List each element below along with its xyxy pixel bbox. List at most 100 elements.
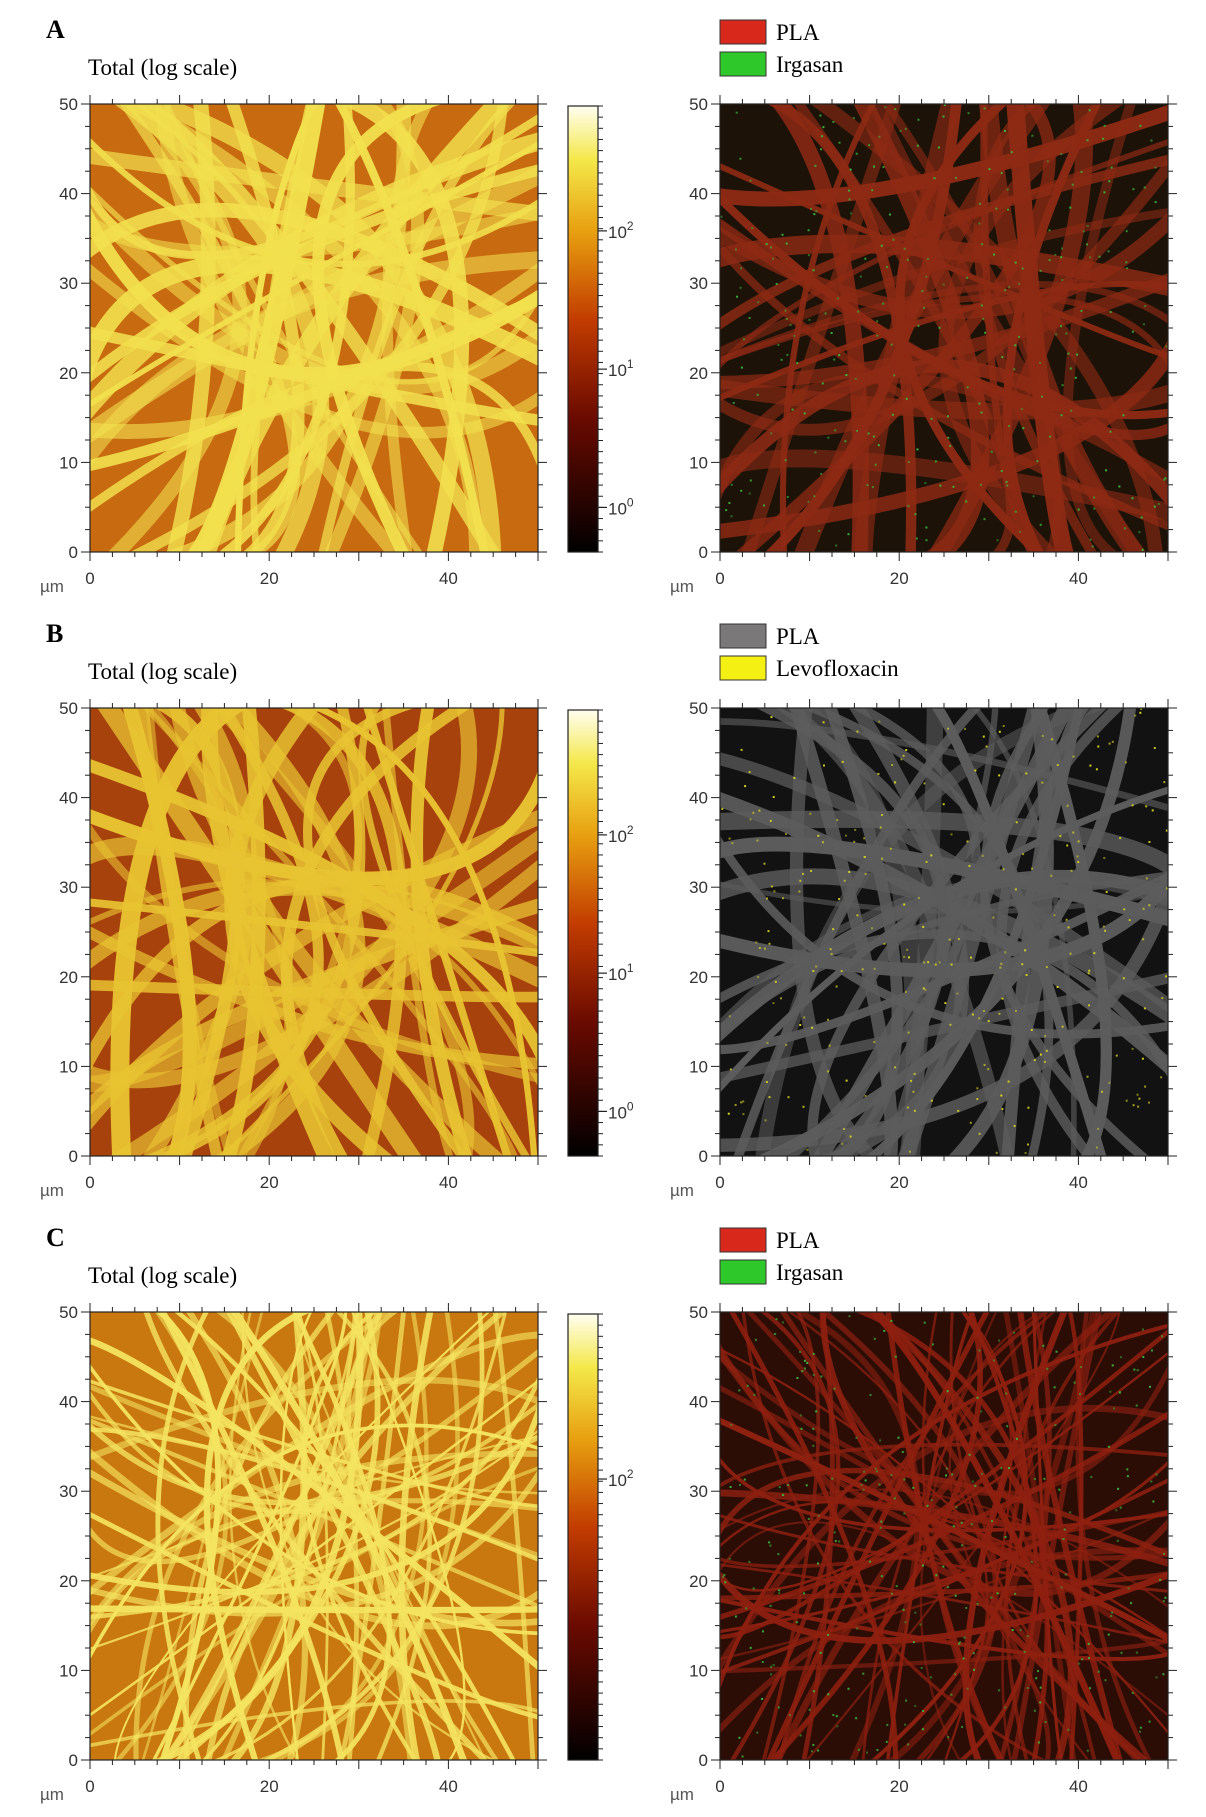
y-tick-label: 10 <box>689 1661 708 1680</box>
panel-letter: C <box>46 1223 65 1252</box>
x-tick-label: 0 <box>715 1777 724 1796</box>
panel-c: C Total (log scale) 0 10 20 30 40 50 0 20 40 µm 102 P… <box>40 1223 1177 1804</box>
colorbar-tick-label: 100 <box>608 495 634 518</box>
y-tick-label: 40 <box>59 185 78 204</box>
y-tick-label: 10 <box>689 453 708 472</box>
fiber-layer <box>90 708 538 1156</box>
y-tick-label: 0 <box>699 1751 708 1770</box>
y-tick-label: 40 <box>689 185 708 204</box>
y-tick-label: 10 <box>59 453 78 472</box>
y-tick-label: 50 <box>59 699 78 718</box>
legend-item: Irgasan <box>719 1259 844 1285</box>
panel-b: B Total (log scale) 0 10 20 30 40 50 0 20 40 µm 102 1… <box>40 619 1177 1200</box>
y-tick-label: 40 <box>59 1393 78 1412</box>
legend-item: Levofloxacin <box>719 655 899 681</box>
y-tick-label: 10 <box>689 1057 708 1076</box>
x-tick-label: 0 <box>715 569 724 588</box>
fiber-layer <box>90 1312 538 1760</box>
x-tick-label: 20 <box>260 569 279 588</box>
legend-swatch <box>719 655 767 681</box>
y-tick-label: 30 <box>59 274 78 293</box>
x-tick-label: 20 <box>890 1777 909 1796</box>
y-tick-label: 30 <box>59 1482 78 1501</box>
component-overlay-image <box>720 708 1168 1156</box>
y-tick-label: 50 <box>59 95 78 114</box>
legend-label: Irgasan <box>776 1260 844 1285</box>
panel-letter: A <box>46 15 65 44</box>
y-tick-label: 10 <box>59 1057 78 1076</box>
colorbar-tick-label: 102 <box>608 1467 634 1490</box>
fiber-layer <box>720 104 1168 552</box>
x-tick-label: 0 <box>85 1173 94 1192</box>
y-tick-label: 20 <box>59 364 78 383</box>
y-tick-label: 20 <box>59 968 78 987</box>
y-tick-label: 50 <box>59 1303 78 1322</box>
total-intensity-image <box>90 104 538 552</box>
y-tick-label: 0 <box>69 543 78 562</box>
legend-item: PLA <box>719 623 820 649</box>
x-tick-label: 40 <box>439 1777 458 1796</box>
colorbar-gradient <box>567 709 599 1157</box>
legend-label: PLA <box>776 624 820 649</box>
x-tick-label: 20 <box>260 1777 279 1796</box>
legend-item: PLA <box>719 19 820 45</box>
legend-label: PLA <box>776 20 820 45</box>
legend-label: Irgasan <box>776 52 844 77</box>
y-tick-label: 40 <box>689 1393 708 1412</box>
x-tick-label: 20 <box>260 1173 279 1192</box>
legend-item: PLA <box>719 1227 820 1253</box>
axis-unit-label: µm <box>670 577 694 596</box>
fiber-layer <box>720 1312 1168 1760</box>
y-tick-label: 50 <box>689 95 708 114</box>
y-tick-label: 40 <box>59 789 78 808</box>
y-tick-label: 20 <box>689 364 708 383</box>
axis-unit-label: µm <box>670 1181 694 1200</box>
colorbar-gradient <box>567 105 599 553</box>
colorbar: 102 <box>567 1313 634 1761</box>
colorbar-tick-label: 101 <box>608 357 634 380</box>
y-tick-label: 20 <box>689 1572 708 1591</box>
axis-unit-label: µm <box>40 1785 64 1804</box>
fiber-layer <box>90 104 538 552</box>
total-intensity-image <box>90 708 538 1156</box>
x-tick-label: 40 <box>1069 1173 1088 1192</box>
y-tick-label: 30 <box>689 878 708 897</box>
x-tick-label: 0 <box>715 1173 724 1192</box>
y-tick-label: 30 <box>59 878 78 897</box>
y-tick-label: 30 <box>689 1482 708 1501</box>
legend-label: Levofloxacin <box>776 656 899 681</box>
y-tick-label: 50 <box>689 699 708 718</box>
colorbar-tick-label: 100 <box>608 1099 634 1122</box>
legend-swatch <box>719 51 767 77</box>
y-tick-label: 20 <box>689 968 708 987</box>
x-tick-label: 40 <box>439 569 458 588</box>
component-overlay-image <box>720 104 1168 552</box>
y-tick-label: 40 <box>689 789 708 808</box>
legend-swatch <box>719 19 767 45</box>
legend-item: Irgasan <box>719 51 844 77</box>
legend-swatch <box>719 1259 767 1285</box>
colorbar-tick-label: 101 <box>608 961 634 984</box>
axis-unit-label: µm <box>40 577 64 596</box>
component-overlay-image <box>720 1312 1168 1760</box>
y-tick-label: 0 <box>699 543 708 562</box>
x-tick-label: 40 <box>439 1173 458 1192</box>
x-tick-label: 40 <box>1069 1777 1088 1796</box>
total-intensity-image <box>90 1312 538 1760</box>
y-tick-label: 0 <box>69 1751 78 1770</box>
left-plot-title: Total (log scale) <box>88 659 237 684</box>
y-tick-label: 30 <box>689 274 708 293</box>
colorbar-tick-label: 102 <box>608 219 634 242</box>
legend-label: PLA <box>776 1228 820 1253</box>
colorbar-tick-label: 102 <box>608 823 634 846</box>
axis-unit-label: µm <box>40 1181 64 1200</box>
left-plot-title: Total (log scale) <box>88 1263 237 1288</box>
y-tick-label: 0 <box>69 1147 78 1166</box>
y-tick-label: 10 <box>59 1661 78 1680</box>
panel-letter: B <box>46 619 63 648</box>
x-tick-label: 20 <box>890 1173 909 1192</box>
axis-unit-label: µm <box>670 1785 694 1804</box>
x-tick-label: 20 <box>890 569 909 588</box>
y-tick-label: 0 <box>699 1147 708 1166</box>
